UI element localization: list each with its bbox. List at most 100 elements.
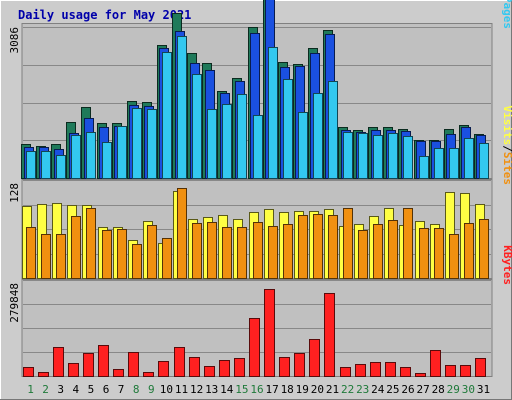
bar-kbytes-day-7: [113, 369, 124, 377]
bar-pages-day-23: [358, 133, 368, 179]
x-axis-labels: 1 2 3 4 5 6 7 8 9 10 11 12 13 14 15 16 17 18 19 20 21 22 23 24 2…: [27, 383, 490, 396]
legend-kbytes: KBytes: [501, 245, 512, 285]
panel-bottom-legend: KBytes: [501, 245, 512, 285]
bar-sites-day-8: [132, 244, 142, 279]
x-label-day-14: 14: [220, 383, 234, 396]
x-label-day-28: 28: [432, 383, 445, 396]
panel-top-ymax-label: 3086: [8, 27, 21, 54]
panel-top: 3086 Hits/Files/Pages: [8, 0, 512, 179]
bar-kbytes-day-15: [234, 358, 245, 377]
bar-pages-day-24: [373, 135, 383, 179]
x-label-day-10: 10: [160, 383, 173, 396]
chart-title: Daily usage for May 2021: [18, 8, 191, 22]
bar-pages-day-2: [41, 151, 51, 179]
bar-kbytes-day-5: [83, 353, 94, 377]
legend-visits: Visits: [501, 106, 512, 146]
bar-sites-day-16: [253, 222, 263, 279]
bar-sites-day-22: [343, 208, 353, 279]
x-label-day-17: 17: [265, 383, 278, 396]
bar-kbytes-day-14: [219, 360, 230, 377]
x-label-day-31: 31: [477, 383, 490, 396]
bar-pages-day-25: [388, 133, 398, 179]
bar-sites-day-17: [268, 226, 278, 279]
x-label-day-16: 16: [250, 383, 263, 396]
bar-pages-day-29: [449, 148, 459, 179]
bar-kbytes-day-20: [309, 339, 320, 377]
panel-middle-ymax-label: 128: [8, 183, 21, 203]
bar-kbytes-day-17: [264, 289, 275, 377]
x-label-day-20: 20: [311, 383, 324, 396]
bar-kbytes-day-2: [38, 372, 49, 377]
legend-separator: /: [501, 145, 512, 152]
bar-kbytes-day-21: [324, 293, 335, 377]
bar-kbytes-day-6: [98, 345, 109, 377]
bar-sites-day-31: [479, 219, 489, 279]
bar-sites-day-9: [147, 225, 157, 279]
panel-bottom: 279848 KBytes: [8, 245, 512, 377]
bar-sites-day-18: [283, 224, 293, 279]
bar-sites-day-13: [207, 222, 217, 279]
bar-pages-day-6: [102, 142, 112, 179]
bar-kbytes-day-13: [204, 366, 215, 377]
bar-kbytes-day-9: [143, 372, 154, 377]
x-label-day-6: 6: [103, 383, 110, 396]
bar-sites-day-21: [328, 215, 338, 279]
x-label-day-30: 30: [462, 383, 475, 396]
bar-kbytes-day-25: [385, 362, 396, 377]
bar-pages-day-14: [222, 104, 232, 179]
x-label-day-15: 15: [235, 383, 248, 396]
x-label-day-3: 3: [57, 383, 64, 396]
bar-kbytes-day-16: [249, 318, 260, 377]
x-label-day-25: 25: [386, 383, 399, 396]
panel-top-legend: Hits/Files/Pages: [501, 0, 512, 29]
bar-kbytes-day-11: [174, 347, 185, 377]
bar-kbytes-day-22: [340, 367, 351, 377]
bar-pages-day-1: [26, 151, 36, 179]
panel-middle-legend: Visits/Sites: [501, 106, 512, 186]
bar-sites-day-27: [419, 228, 429, 279]
bar-sites-day-6: [102, 230, 112, 279]
x-label-day-8: 8: [133, 383, 140, 396]
bar-pages-day-30: [464, 138, 474, 179]
x-label-day-21: 21: [326, 383, 339, 396]
bar-kbytes-day-23: [355, 364, 366, 377]
bar-pages-day-10: [162, 52, 172, 179]
bar-kbytes-day-1: [23, 367, 34, 377]
x-label-day-2: 2: [42, 383, 49, 396]
bar-kbytes-day-10: [158, 361, 169, 377]
bar-sites-day-19: [298, 215, 308, 279]
bar-pages-day-21: [328, 81, 338, 179]
legend-sites: Sites: [501, 152, 512, 185]
bar-sites-day-30: [464, 223, 474, 279]
bar-pages-day-4: [71, 135, 81, 179]
bar-kbytes-day-8: [128, 352, 139, 377]
panels: 3086 Hits/Files/Pages 128 Visits/Sites 27984…: [8, 0, 512, 377]
x-label-day-9: 9: [148, 383, 155, 396]
bar-kbytes-day-19: [294, 353, 305, 377]
bar-pages-day-7: [117, 126, 127, 179]
bar-pages-day-5: [86, 132, 96, 179]
bar-pages-day-27: [419, 156, 429, 179]
bar-kbytes-day-24: [370, 362, 381, 377]
x-label-day-11: 11: [175, 383, 188, 396]
bar-kbytes-day-30: [460, 365, 471, 377]
bar-kbytes-day-26: [400, 367, 411, 377]
bar-kbytes-day-29: [445, 365, 456, 377]
bar-pages-day-26: [403, 136, 413, 179]
x-label-day-24: 24: [371, 383, 385, 396]
x-label-day-29: 29: [447, 383, 460, 396]
bar-pages-day-12: [192, 74, 202, 179]
bar-pages-day-11: [177, 36, 187, 179]
bar-kbytes-day-31: [475, 358, 486, 377]
bar-sites-day-25: [388, 220, 398, 279]
bar-pages-day-9: [147, 109, 157, 179]
bar-sites-day-11: [177, 188, 187, 279]
bar-pages-day-19: [298, 112, 308, 179]
bar-sites-day-3: [56, 234, 66, 279]
bar-sites-day-5: [86, 208, 96, 279]
x-label-day-23: 23: [356, 383, 369, 396]
panel-bottom-ymax-label: 279848: [8, 283, 21, 323]
bar-kbytes-day-4: [68, 363, 79, 377]
